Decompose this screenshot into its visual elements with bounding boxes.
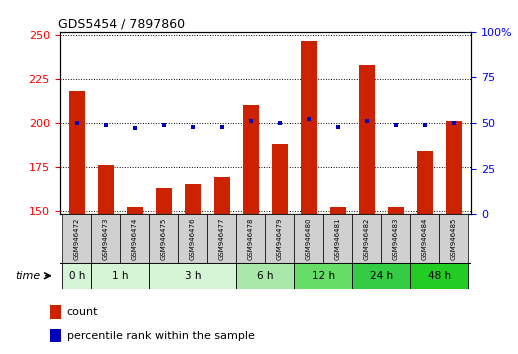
Bar [330,207,346,214]
Text: GSM946485: GSM946485 [451,218,457,260]
Text: 12 h: 12 h [312,271,335,281]
Text: 1 h: 1 h [112,271,128,281]
Point [102,122,110,128]
Text: GSM946478: GSM946478 [248,218,254,260]
Text: GDS5454 / 7897860: GDS5454 / 7897860 [57,18,184,31]
Point [450,120,458,126]
FancyBboxPatch shape [294,263,352,289]
Text: GSM946479: GSM946479 [277,218,283,260]
Point [218,124,226,130]
Bar [446,121,462,214]
Point [421,122,429,128]
Bar [185,184,201,214]
Bar [243,105,259,214]
Bar [69,91,85,214]
Text: GSM946472: GSM946472 [74,218,80,260]
FancyBboxPatch shape [237,214,266,264]
Bar [50,304,61,319]
FancyBboxPatch shape [352,214,381,264]
FancyBboxPatch shape [63,263,92,289]
Text: GSM946477: GSM946477 [219,218,225,260]
Bar [301,41,317,214]
Text: GSM946481: GSM946481 [335,218,341,260]
Point [160,122,168,128]
Bar [388,207,404,214]
Point [276,120,284,126]
Bar [417,151,433,214]
Text: GSM946483: GSM946483 [393,218,399,260]
FancyBboxPatch shape [294,214,323,264]
FancyBboxPatch shape [92,214,121,264]
Text: GSM946474: GSM946474 [132,218,138,260]
Point [363,118,371,124]
FancyBboxPatch shape [150,263,237,289]
Text: GSM946475: GSM946475 [161,218,167,260]
Point [189,124,197,130]
Text: GSM946476: GSM946476 [190,218,196,260]
Text: GSM946484: GSM946484 [422,218,428,260]
FancyBboxPatch shape [352,263,410,289]
FancyBboxPatch shape [266,214,294,264]
Text: 6 h: 6 h [257,271,274,281]
Bar [127,207,143,214]
Text: GSM946473: GSM946473 [103,218,109,260]
Text: 0 h: 0 h [69,271,85,281]
Text: percentile rank within the sample: percentile rank within the sample [66,331,254,341]
Text: count: count [66,307,98,317]
FancyBboxPatch shape [63,214,92,264]
FancyBboxPatch shape [410,214,439,264]
Text: 3 h: 3 h [185,271,201,281]
Text: GSM946480: GSM946480 [306,218,312,260]
Point [305,116,313,122]
Bar [156,188,172,214]
Text: GSM946482: GSM946482 [364,218,370,260]
Bar [98,165,114,214]
FancyBboxPatch shape [323,214,352,264]
FancyBboxPatch shape [381,214,410,264]
Point [73,120,81,126]
FancyBboxPatch shape [439,214,468,264]
FancyBboxPatch shape [410,263,468,289]
Point [247,118,255,124]
FancyBboxPatch shape [150,214,179,264]
FancyBboxPatch shape [237,263,294,289]
FancyBboxPatch shape [208,214,237,264]
Point [334,124,342,130]
Text: time: time [15,271,40,281]
Bar [214,177,230,214]
Bar [272,144,288,214]
FancyBboxPatch shape [121,214,150,264]
Text: 48 h: 48 h [428,271,451,281]
FancyBboxPatch shape [92,263,150,289]
Bar [359,65,375,214]
Point [392,122,400,128]
FancyBboxPatch shape [179,214,208,264]
Bar [50,330,61,342]
Point [131,126,139,131]
Text: 24 h: 24 h [370,271,393,281]
